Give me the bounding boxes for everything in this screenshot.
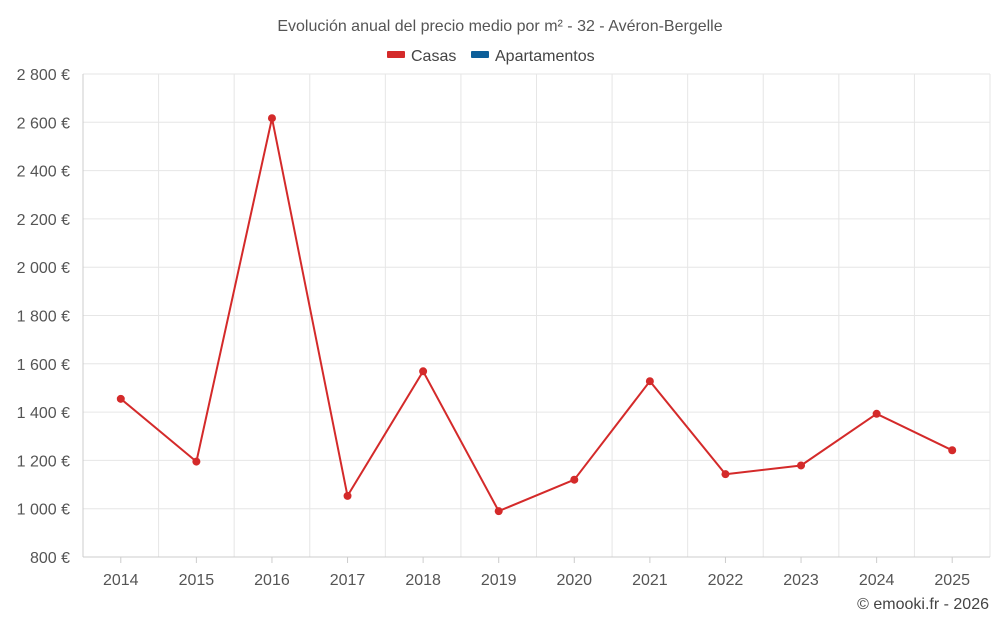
y-tick-label: 1 200 € <box>17 453 70 470</box>
legend-label-apartamentos: Apartamentos <box>495 48 595 65</box>
data-point[interactable] <box>494 507 503 516</box>
legend-label-casas: Casas <box>411 48 456 65</box>
y-tick-label: 1 800 € <box>17 309 70 326</box>
data-point[interactable] <box>797 461 806 470</box>
x-tick-label: 2018 <box>405 572 441 589</box>
x-tick-label: 2023 <box>783 572 819 589</box>
data-point[interactable] <box>645 377 654 386</box>
x-tick-label: 2015 <box>179 572 215 589</box>
y-tick-label: 2 400 € <box>17 164 70 181</box>
data-point[interactable] <box>116 394 125 403</box>
data-point[interactable] <box>872 409 881 418</box>
y-tick-label: 1 400 € <box>17 405 70 422</box>
legend: Casas Apartamentos <box>387 48 595 65</box>
axes <box>82 74 990 563</box>
data-point[interactable] <box>343 491 352 500</box>
x-tick-label: 2016 <box>254 572 290 589</box>
x-tick-label: 2024 <box>859 572 895 589</box>
x-tick-label: 2022 <box>708 572 744 589</box>
x-axis-labels: 2014 2015 2016 2017 2018 2019 2020 2021 2022 2023… <box>103 572 970 589</box>
y-axis-labels: 800 € 1 000 € 1 200 € 1 400 € 1 600 € 1 800 €… <box>17 67 70 567</box>
data-point[interactable] <box>721 470 730 479</box>
grid <box>83 73 991 557</box>
x-tick-label: 2025 <box>934 572 970 589</box>
legend-item-apartamentos[interactable]: Apartamentos <box>471 48 595 65</box>
y-tick-label: 1 000 € <box>17 502 70 519</box>
y-tick-label: 2 600 € <box>17 115 70 132</box>
y-tick-label: 1 600 € <box>17 357 70 374</box>
series-casas <box>116 114 957 516</box>
legend-item-casas[interactable]: Casas <box>387 48 456 65</box>
x-tick-label: 2020 <box>556 572 592 589</box>
x-tick-label: 2019 <box>481 572 517 589</box>
legend-swatch-apartamentos <box>471 51 489 58</box>
data-point[interactable] <box>948 446 957 455</box>
data-point[interactable] <box>419 367 428 376</box>
data-point[interactable] <box>570 475 579 484</box>
series-line <box>120 117 953 513</box>
y-tick-label: 2 000 € <box>17 260 70 277</box>
credit-text: © emooki.fr - 2026 <box>857 596 989 613</box>
x-tick-label: 2017 <box>330 572 366 589</box>
x-tick-label: 2014 <box>103 572 139 589</box>
x-tick-label: 2021 <box>632 572 668 589</box>
y-tick-label: 800 € <box>30 550 70 567</box>
y-tick-label: 2 800 € <box>17 67 70 84</box>
data-point[interactable] <box>192 457 201 466</box>
y-tick-label: 2 200 € <box>17 212 70 229</box>
data-point[interactable] <box>267 114 276 123</box>
chart-title: Evolución anual del precio medio por m² … <box>277 18 722 35</box>
legend-swatch-casas <box>387 51 405 58</box>
